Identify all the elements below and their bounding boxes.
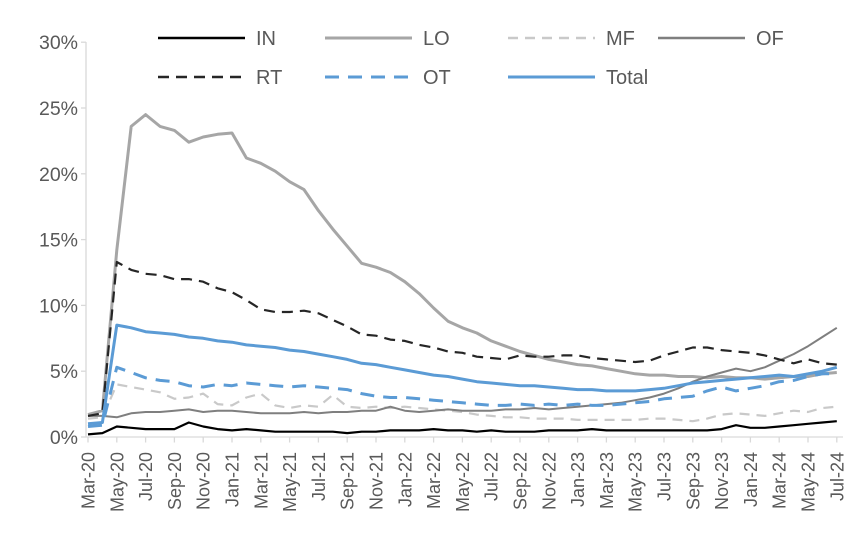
x-tick-label: Nov-22 <box>539 452 559 510</box>
x-tick-label: Sep-21 <box>338 452 358 510</box>
series-line-ot <box>87 365 837 428</box>
series-line-in <box>87 420 837 436</box>
series-line-total <box>87 323 838 426</box>
legend-label-ot: OT <box>423 67 451 89</box>
y-tick-label: 5% <box>50 361 78 383</box>
y-tick-label: 10% <box>39 295 78 317</box>
series-line-mf <box>87 383 837 423</box>
x-tick-label: May-22 <box>453 452 473 512</box>
x-tick-label: Jan-24 <box>741 452 761 507</box>
legend-label-mf: MF <box>606 28 635 50</box>
x-tick-label: Jul-23 <box>655 452 675 501</box>
x-tick-label: Sep-22 <box>511 452 531 510</box>
x-tick-label: Jan-21 <box>223 452 243 507</box>
y-tick-label: 25% <box>39 98 78 120</box>
x-tick-label: Mar-22 <box>424 452 444 509</box>
legend-label-of: OF <box>756 28 784 50</box>
x-tick-label: Nov-23 <box>712 452 732 510</box>
x-tick-label: Sep-23 <box>683 452 703 510</box>
legend-label-total: Total <box>606 67 648 89</box>
x-tick-label: May-20 <box>107 452 127 512</box>
x-tick-label: Jan-22 <box>395 452 415 507</box>
y-tick-label: 20% <box>39 164 78 186</box>
x-tick-label: Mar-20 <box>79 452 99 509</box>
legend-label-lo: LO <box>423 28 450 50</box>
x-tick-label: Mar-24 <box>770 452 790 509</box>
x-tick-label: Mar-23 <box>597 452 617 509</box>
x-tick-label: Nov-21 <box>367 452 387 510</box>
x-tick-label: Jul-24 <box>827 452 847 501</box>
x-tick-label: May-24 <box>799 452 819 512</box>
series-line-lo <box>87 113 837 417</box>
x-tick-label: Nov-20 <box>194 452 214 510</box>
y-tick-label: 0% <box>50 427 78 449</box>
x-tick-label: May-21 <box>280 452 300 512</box>
x-tick-label: Mar-21 <box>251 452 271 509</box>
x-tick-label: Jan-23 <box>568 452 588 507</box>
y-tick-label: 15% <box>39 230 78 252</box>
x-tick-label: Jul-21 <box>309 452 329 501</box>
x-tick-label: Sep-20 <box>165 452 185 510</box>
series-line-rt <box>87 260 837 417</box>
x-tick-label: May-23 <box>626 452 646 512</box>
legend-label-rt: RT <box>256 67 282 89</box>
series-line-of <box>88 326 838 419</box>
x-tick-label: Jul-22 <box>482 452 502 501</box>
x-tick-label: Jul-20 <box>136 452 156 501</box>
legend-label-in: IN <box>256 28 276 50</box>
y-tick-label: 30% <box>39 32 78 54</box>
